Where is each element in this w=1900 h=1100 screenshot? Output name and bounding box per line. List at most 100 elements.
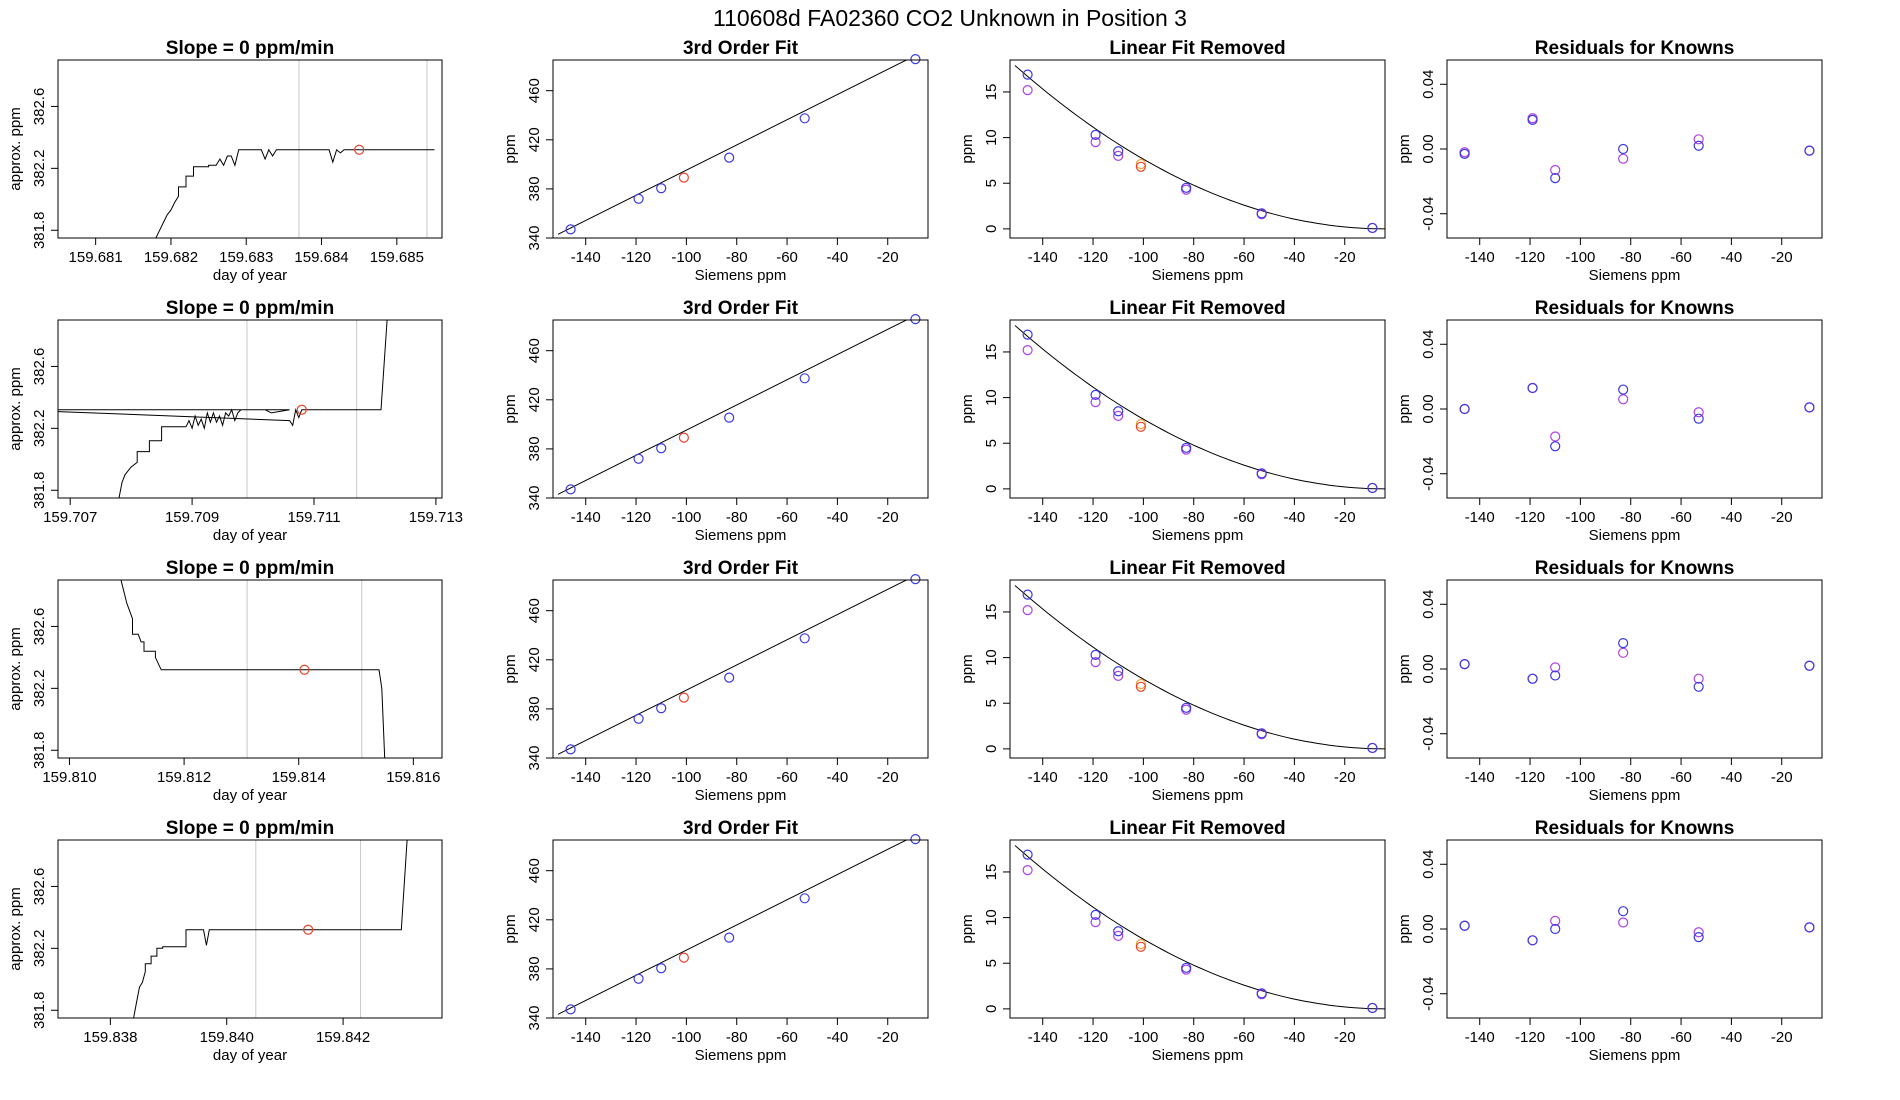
panel-r1-c3: Linear Fit Removed -140 -120 -100 -80 -60 -40 -… (959, 38, 1386, 284)
x-axis-label: Siemens ppm (1152, 787, 1244, 804)
y-tick-label: 382.2 (31, 410, 48, 448)
x-tick-label: -100 (671, 509, 701, 526)
y-tick-label: 381.8 (31, 991, 48, 1029)
x-axis-label: Siemens ppm (695, 1047, 787, 1064)
y-axis-label: approx. ppm (7, 887, 24, 970)
y-tick-label: 382.2 (31, 150, 48, 188)
unknown-point (1135, 941, 1146, 952)
panel-r2-c4: Residuals for Knowns -140 -120 -100 -80 -60 -4… (1396, 298, 1823, 544)
x-tick-label: -40 (1284, 509, 1306, 526)
x-tick-label: -100 (1128, 769, 1158, 786)
x-tick-label: -140 (1465, 769, 1495, 786)
unknown-point (1135, 681, 1146, 692)
known-point (1527, 382, 1538, 394)
y-tick-label: 0.04 (1420, 850, 1437, 879)
known-point (1181, 702, 1192, 713)
plot-frame (57, 319, 443, 499)
fit-curve (1014, 845, 1385, 1010)
known-point (633, 713, 644, 724)
y-tick-label: 382.6 (31, 868, 48, 906)
y-axis-label: ppm (1396, 134, 1413, 163)
pre-known-point (1550, 164, 1561, 176)
panel-title: Linear Fit Removed (1109, 38, 1285, 59)
y-tick-label: 340 (526, 1005, 543, 1030)
x-tick-label: -60 (776, 509, 798, 526)
x-tick-label: 159.842 (316, 1029, 370, 1046)
known-point (1693, 931, 1704, 943)
y-tick-label: 0 (983, 485, 1000, 493)
x-tick-label: 159.810 (42, 769, 96, 786)
known-point (1527, 935, 1538, 946)
panel-r2-c2: 3rd Order Fit -140 -120 -100 -80 -60 -40 -20 340… (502, 298, 929, 544)
known-point (565, 744, 576, 755)
panel-title: Linear Fit Removed (1109, 558, 1285, 579)
panel-title: 3rd Order Fit (683, 38, 799, 59)
x-tick-label: 159.711 (287, 509, 340, 526)
x-tick-label: -20 (877, 769, 899, 786)
y-axis-label: ppm (1396, 654, 1413, 683)
x-tick-label: -60 (1233, 509, 1255, 526)
y-tick-label: 380 (526, 956, 543, 981)
x-tick-label: -120 (1515, 1029, 1545, 1046)
known-point (1459, 659, 1470, 670)
known-point (565, 224, 576, 235)
x-tick-label: 159.681 (69, 249, 123, 266)
x-tick-label: 159.685 (370, 249, 424, 266)
y-tick-label: 0.04 (1420, 590, 1437, 619)
known-point (724, 412, 735, 423)
x-tick-label: -40 (827, 249, 849, 266)
panel-grid: Slope = 0 ppm/min 159.681 159.682 159.683 15… (7, 38, 1823, 1064)
x-axis-label: Siemens ppm (1589, 527, 1681, 544)
known-point (1804, 660, 1815, 671)
x-tick-label: -20 (1334, 769, 1356, 786)
x-axis-label: Siemens ppm (1152, 267, 1244, 284)
known-point (1022, 329, 1033, 340)
known-point (1804, 402, 1815, 413)
x-tick-label: -80 (726, 249, 748, 266)
fit-curve (1014, 65, 1385, 230)
panel-r4-c2: 3rd Order Fit -140 -120 -100 -80 -60 -40 -20 340… (502, 818, 929, 1064)
y-axis-label: ppm (502, 654, 519, 683)
x-tick-label: -100 (1565, 769, 1595, 786)
x-axis-label: day of year (213, 527, 287, 544)
known-point (1618, 638, 1629, 649)
known-point (1550, 923, 1561, 935)
known-point (1550, 670, 1561, 681)
known-point (656, 703, 667, 714)
y-tick-label: 0.04 (1420, 330, 1437, 359)
x-tick-label: -80 (1620, 769, 1642, 786)
y-tick-label: 10 (983, 129, 1000, 146)
unknown-point (1135, 158, 1146, 170)
known-point (910, 574, 921, 585)
y-axis-label: ppm (959, 914, 976, 943)
plot-area (557, 840, 908, 1015)
pre-known-point (1113, 670, 1124, 681)
x-tick-label: -20 (1771, 249, 1793, 266)
known-point (1022, 849, 1033, 860)
pre-known-point (1090, 137, 1101, 148)
known-point (1090, 909, 1101, 920)
x-tick-label: -140 (571, 509, 601, 526)
y-tick-label: 382.6 (31, 608, 48, 646)
plot-area (557, 580, 908, 755)
x-tick-label: -20 (877, 249, 899, 266)
x-axis-label: Siemens ppm (1152, 1047, 1244, 1064)
x-tick-label: -60 (776, 249, 798, 266)
y-tick-label: 0.00 (1420, 134, 1437, 163)
known-point (1804, 922, 1815, 933)
panel-title: 3rd Order Fit (683, 818, 799, 839)
known-point (1113, 666, 1124, 677)
known-point (1618, 143, 1629, 155)
x-tick-label: -100 (1565, 1029, 1595, 1046)
plot-area (1014, 325, 1385, 490)
x-tick-label: -120 (1515, 769, 1545, 786)
y-tick-label: 15 (983, 84, 1000, 101)
panel-r1-c4: Residuals for Knowns -140 -120 -100 -80 -60 -4… (1396, 38, 1823, 284)
plot-frame (1446, 839, 1823, 1019)
pre-known-point (1090, 917, 1101, 928)
y-tick-label: 380 (526, 176, 543, 201)
pre-known-point (1618, 917, 1629, 928)
plot-frame (552, 59, 929, 239)
x-tick-label: -120 (1078, 509, 1108, 526)
